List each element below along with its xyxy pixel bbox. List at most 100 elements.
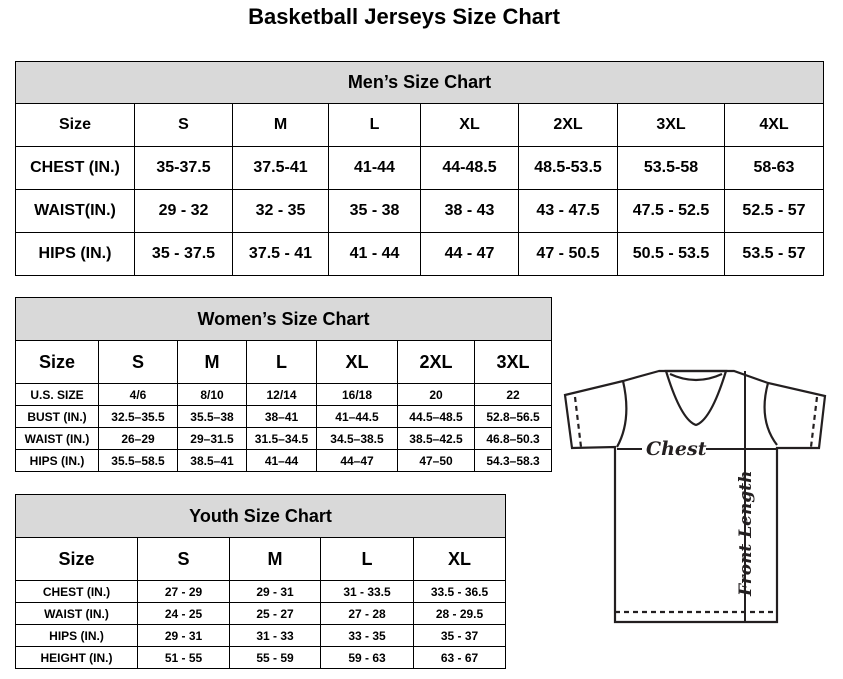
- measurement-cell: 47–50: [397, 449, 475, 472]
- size-header: S: [137, 537, 230, 581]
- table-row: U.S. SIZE 4/6 8/10 12/14 16/18 20 22: [15, 383, 553, 406]
- measurement-cell: 34.5–38.5: [316, 427, 398, 450]
- measurement-cell: 41–44.5: [316, 405, 398, 428]
- measurement-cell: 8/10: [177, 383, 247, 406]
- table-row: WAIST (IN.) 24 - 25 25 - 27 27 - 28 28 - 29.…: [15, 602, 507, 625]
- size-header: 2XL: [518, 103, 618, 147]
- header-row: Size S M L XL 2XL 3XL 4XL: [15, 103, 824, 147]
- measurement-cell: 44 - 47: [420, 232, 519, 276]
- measurement-cell: 32 - 35: [232, 189, 329, 233]
- size-label: Size: [15, 103, 135, 147]
- measurement-cell: 52.8–56.5: [473, 405, 553, 428]
- measurement-cell: 26–29: [98, 427, 178, 450]
- measurement-cell: 25 - 27: [229, 602, 321, 625]
- table-row: WAIST (IN.) 26–29 29–31.5 31.5–34.5 34.5–38.…: [15, 427, 553, 450]
- size-header: L: [246, 340, 317, 384]
- measurement-cell: 31.5–34.5: [246, 427, 317, 450]
- front-length-label: Front Length: [736, 471, 756, 597]
- measurement-cell: 27 - 28: [320, 602, 414, 625]
- measurement-cell: 44.5–48.5: [397, 405, 475, 428]
- measurement-cell: 35.5–38: [177, 405, 247, 428]
- measurement-cell: 37.5 - 41: [232, 232, 329, 276]
- measurement-cell: 32.5–35.5: [98, 405, 178, 428]
- measurement-cell: 38.5–42.5: [397, 427, 475, 450]
- youth-caption: Youth Size Chart: [14, 494, 507, 538]
- measurement-cell: 4/6: [98, 383, 178, 406]
- size-header: S: [98, 340, 178, 384]
- womens-caption: Women’s Size Chart: [14, 297, 553, 341]
- collar: [664, 369, 728, 427]
- table-row: HIPS (IN.) 35.5–58.5 38.5–41 41–44 44–47 47–5…: [15, 449, 553, 472]
- measurement-cell: 44-48.5: [420, 146, 519, 190]
- size-header: XL: [420, 103, 519, 147]
- measurement-cell: 38.5–41: [177, 449, 247, 472]
- measurement-cell: 41–44: [246, 449, 317, 472]
- measurement-cell: 38 - 43: [420, 189, 519, 233]
- measurement-cell: 43 - 47.5: [518, 189, 618, 233]
- measurement-cell: 37.5-41: [232, 146, 329, 190]
- measurement-cell: 55 - 59: [229, 646, 321, 669]
- table-row: HEIGHT (IN.) 51 - 55 55 - 59 59 - 63 63 - 67: [15, 646, 507, 669]
- measurement-cell: 58-63: [724, 146, 824, 190]
- row-label: WAIST (IN.): [15, 427, 99, 450]
- row-label: WAIST(IN.): [15, 189, 135, 233]
- measurement-cell: 33 - 35: [320, 624, 414, 647]
- row-label: HIPS (IN.): [15, 449, 99, 472]
- measurement-cell: 35 - 37.5: [134, 232, 233, 276]
- measurement-cell: 29 - 31: [137, 624, 230, 647]
- size-header: M: [232, 103, 329, 147]
- measurement-cell: 35-37.5: [134, 146, 233, 190]
- jersey-diagram: Chest Front Length: [563, 369, 827, 624]
- measurement-cell: 16/18: [316, 383, 398, 406]
- measurement-cell: 24 - 25: [137, 602, 230, 625]
- measurement-cell: 63 - 67: [412, 646, 507, 669]
- row-label: CHEST (IN.): [15, 580, 138, 603]
- size-header: M: [229, 537, 321, 581]
- header-row: Size S M L XL: [15, 537, 507, 581]
- row-label: WAIST (IN.): [15, 602, 138, 625]
- table-row: BUST (IN.) 32.5–35.5 35.5–38 38–41 41–44.5 44…: [15, 405, 553, 428]
- mens-size-table: Men’s Size Chart Size S M L XL 2XL 3XL 4XL CHEST…: [15, 61, 824, 276]
- measurement-cell: 31 - 33.5: [320, 580, 414, 603]
- size-header: XL: [412, 537, 507, 581]
- measurement-cell: 46.8–50.3: [473, 427, 553, 450]
- size-header: L: [328, 103, 421, 147]
- table-row: WAIST(IN.) 29 - 32 32 - 35 35 - 38 38 - 43 43…: [15, 189, 824, 233]
- size-header: 4XL: [724, 103, 824, 147]
- measurement-cell: 52.5 - 57: [724, 189, 824, 233]
- measurement-cell: 41 - 44: [328, 232, 421, 276]
- size-label: Size: [15, 537, 138, 581]
- measurement-cell: 29 - 31: [229, 580, 321, 603]
- measurement-cell: 50.5 - 53.5: [617, 232, 725, 276]
- row-label: BUST (IN.): [15, 405, 99, 428]
- measurement-cell: 51 - 55: [137, 646, 230, 669]
- table-row: HIPS (IN.) 35 - 37.5 37.5 - 41 41 - 44 44 - …: [15, 232, 824, 276]
- measurement-cell: 29–31.5: [177, 427, 247, 450]
- measurement-cell: 29 - 32: [134, 189, 233, 233]
- measurement-cell: 48.5-53.5: [518, 146, 618, 190]
- youth-size-table: Youth Size Chart Size S M L XL CHEST (IN.) 27 …: [14, 494, 507, 669]
- size-header: 3XL: [473, 340, 553, 384]
- measurement-cell: 54.3–58.3: [473, 449, 553, 472]
- measurement-cell: 28 - 29.5: [412, 602, 507, 625]
- measurement-cell: 27 - 29: [137, 580, 230, 603]
- size-header: S: [134, 103, 233, 147]
- measurement-cell: 41-44: [328, 146, 421, 190]
- size-header: 3XL: [617, 103, 725, 147]
- mens-caption: Men’s Size Chart: [15, 61, 824, 104]
- womens-size-table: Women’s Size Chart Size S M L XL 2XL 3XL U.S. S…: [14, 297, 553, 472]
- header-row: Size S M L XL 2XL 3XL: [15, 340, 553, 384]
- measurement-cell: 44–47: [316, 449, 398, 472]
- measurement-cell: 53.5-58: [617, 146, 725, 190]
- table-row: CHEST (IN.) 35-37.5 37.5-41 41-44 44-48.5 48.…: [15, 146, 824, 190]
- row-label: CHEST (IN.): [15, 146, 135, 190]
- measurement-cell: 47.5 - 52.5: [617, 189, 725, 233]
- measurement-cell: 33.5 - 36.5: [412, 580, 507, 603]
- size-header: XL: [316, 340, 398, 384]
- size-label: Size: [15, 340, 99, 384]
- size-header: 2XL: [397, 340, 475, 384]
- chest-label: Chest: [646, 438, 707, 460]
- measurement-cell: 35 - 37: [412, 624, 507, 647]
- measurement-cell: 35.5–58.5: [98, 449, 178, 472]
- measurement-cell: 53.5 - 57: [724, 232, 824, 276]
